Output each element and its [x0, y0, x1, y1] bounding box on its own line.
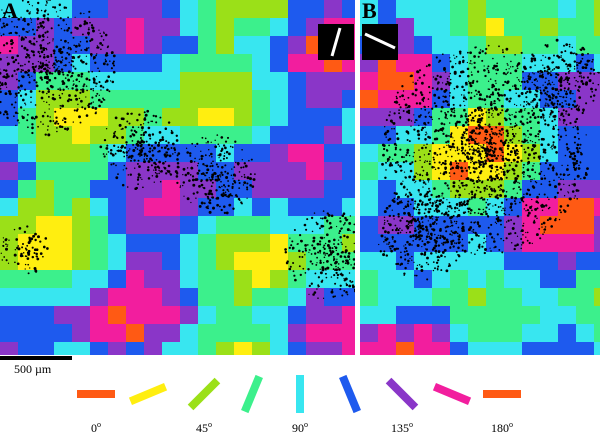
orientation-key-bar	[386, 378, 419, 411]
orientation-map-panel-a	[0, 0, 355, 355]
scale-bar	[0, 356, 72, 360]
panel-label-b: B	[362, 0, 377, 24]
orientation-key-bar	[339, 375, 361, 413]
key-label-180: 180o	[491, 420, 513, 436]
orientation-key-bar	[483, 390, 521, 398]
orientation-key-bar	[188, 378, 221, 411]
key-label-0: 0o	[91, 420, 101, 436]
scale-bar-label: 500 µm	[14, 362, 51, 377]
stimulus-bar-icon	[362, 24, 398, 60]
stimulus-inset-b	[362, 24, 398, 60]
panel-label-a: A	[2, 0, 18, 24]
orientation-key-bar	[77, 390, 115, 398]
stimulus-inset-a	[318, 24, 354, 60]
key-label-90: 90o	[292, 420, 308, 436]
orientation-key-bar	[241, 375, 263, 413]
orientation-map-image-a	[0, 0, 355, 355]
key-label-135: 135o	[391, 420, 413, 436]
orientation-key-bar	[296, 375, 304, 413]
orientation-key-bar	[433, 383, 471, 405]
key-label-45: 45o	[196, 420, 212, 436]
stimulus-bar-icon	[318, 24, 354, 60]
orientation-key-bar	[129, 383, 167, 405]
